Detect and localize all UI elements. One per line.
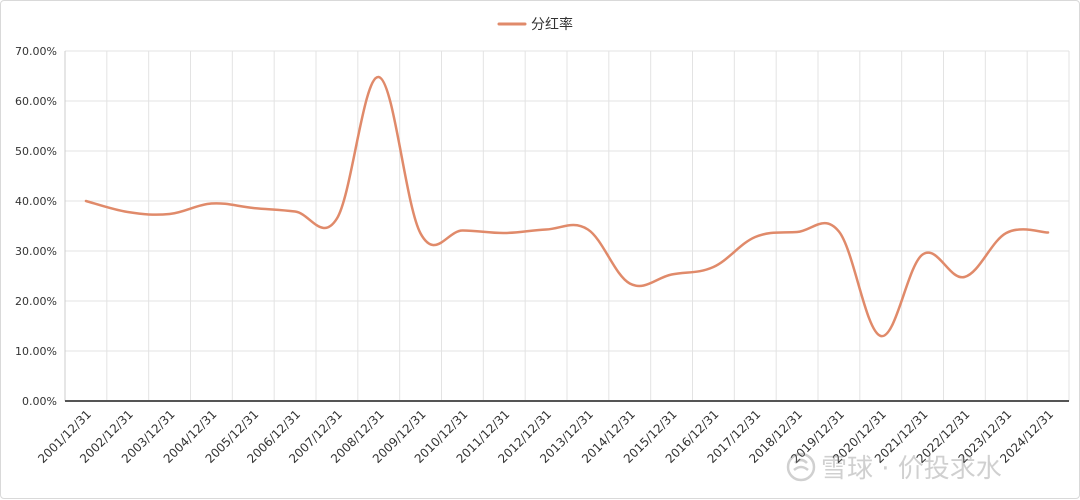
data-point[interactable] xyxy=(793,228,801,236)
data-point[interactable] xyxy=(709,263,717,271)
data-point[interactable] xyxy=(291,208,299,216)
data-point[interactable] xyxy=(124,208,132,216)
y-tick-label: 20.00% xyxy=(15,295,57,308)
data-point[interactable] xyxy=(500,229,508,237)
y-tick-label: 30.00% xyxy=(15,245,57,258)
data-point[interactable] xyxy=(542,226,550,234)
data-point[interactable] xyxy=(960,273,968,281)
y-tick-label: 40.00% xyxy=(15,195,57,208)
data-point[interactable] xyxy=(626,280,634,288)
series-layer xyxy=(82,73,1052,340)
legend[interactable]: 分红率 xyxy=(497,16,573,33)
y-tick-label: 0.00% xyxy=(22,395,57,408)
data-point[interactable] xyxy=(166,210,174,218)
data-point[interactable] xyxy=(417,230,425,238)
y-tick-label: 70.00% xyxy=(15,45,57,58)
data-point[interactable] xyxy=(1002,229,1010,237)
series-line xyxy=(84,75,1050,338)
watermark-text: 雪球 · 价投求水 xyxy=(821,454,1002,484)
data-point[interactable] xyxy=(207,200,215,208)
snowball-logo-icon xyxy=(786,452,816,482)
data-point[interactable] xyxy=(249,204,257,212)
data-point[interactable] xyxy=(458,227,466,235)
data-point[interactable] xyxy=(835,228,843,236)
data-point[interactable] xyxy=(333,215,341,223)
data-point[interactable] xyxy=(1044,229,1052,237)
data-point[interactable] xyxy=(751,233,759,241)
y-tick-label: 10.00% xyxy=(15,345,57,358)
y-tick-label: 60.00% xyxy=(15,95,57,108)
axes: 0.00% 10.00% 20.00% 30.00% 40.00% 50.00% 60.00… xyxy=(15,45,1069,466)
data-point[interactable] xyxy=(82,197,90,205)
data-point[interactable] xyxy=(584,226,592,234)
legend-label: 分红率 xyxy=(531,16,573,33)
data-point[interactable] xyxy=(877,332,885,340)
data-point[interactable] xyxy=(919,251,927,259)
watermark: 雪球 · 价投求水 xyxy=(786,452,1002,484)
y-tick-label: 50.00% xyxy=(15,145,57,158)
data-point[interactable] xyxy=(375,73,383,81)
data-point[interactable] xyxy=(668,271,676,279)
